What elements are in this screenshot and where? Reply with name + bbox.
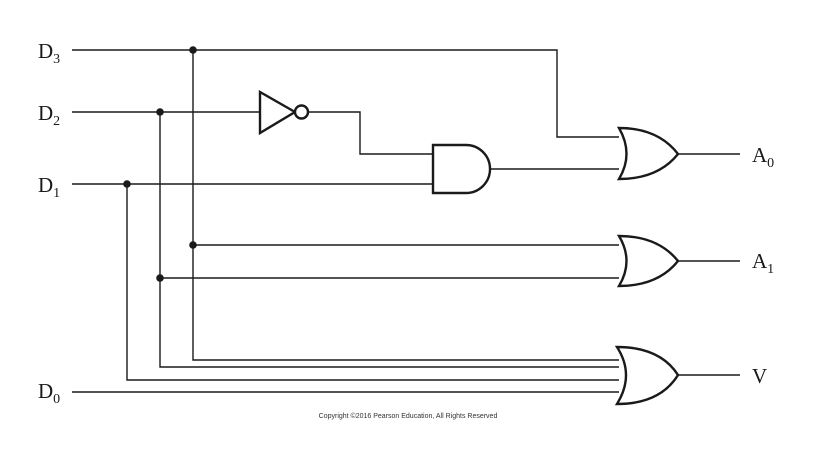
junction-d2 (156, 108, 164, 116)
or-gate-v (614, 345, 680, 406)
not-gate (258, 89, 310, 136)
label-d3: D3 (38, 39, 60, 67)
label-d0: D0 (38, 379, 60, 407)
label-v: V (752, 364, 767, 388)
label-d2: D2 (38, 101, 60, 129)
label-d1: D1 (38, 173, 60, 201)
or-gate-a0 (616, 126, 680, 181)
wire-d2 (72, 111, 619, 368)
label-a0: A0 (752, 143, 774, 171)
or-gate-a1 (616, 234, 680, 288)
junction-d3 (189, 46, 197, 54)
and-gate (431, 143, 492, 195)
wire-d1 (72, 183, 619, 381)
junction-d3-or (189, 241, 197, 249)
wire-d3 (72, 49, 619, 361)
label-a1: A1 (752, 249, 774, 277)
junction-d2-or (156, 274, 164, 282)
junction-d1 (123, 180, 131, 188)
copyright-notice: Copyright ©2016 Pearson Education, All R… (319, 412, 498, 420)
